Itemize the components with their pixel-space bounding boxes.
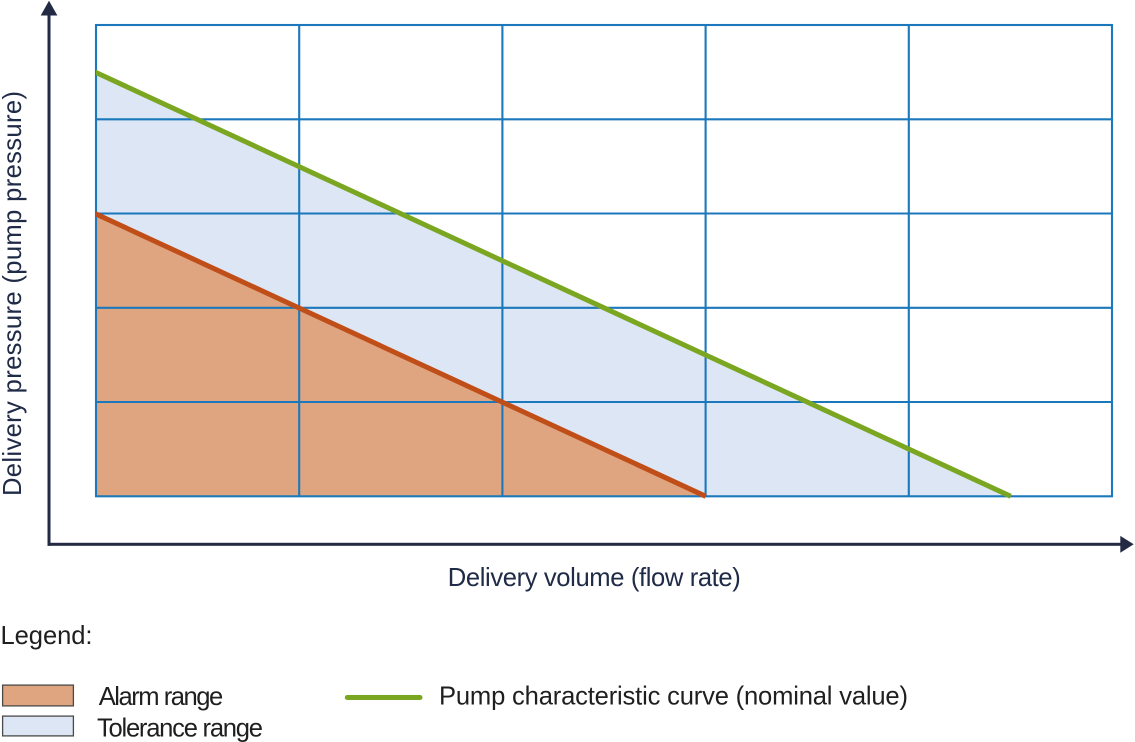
svg-text:Delivery pressure (pump pressu: Delivery pressure (pump pressure)	[0, 91, 27, 496]
svg-text:Alarm range: Alarm range	[99, 683, 224, 711]
svg-text:Pump characteristic curve (nom: Pump characteristic curve (nominal value…	[439, 682, 908, 710]
svg-text:Delivery volume (flow rate): Delivery volume (flow rate)	[448, 564, 741, 592]
svg-text:Tolerance range: Tolerance range	[97, 714, 263, 742]
svg-text:Legend:: Legend:	[1, 622, 93, 650]
